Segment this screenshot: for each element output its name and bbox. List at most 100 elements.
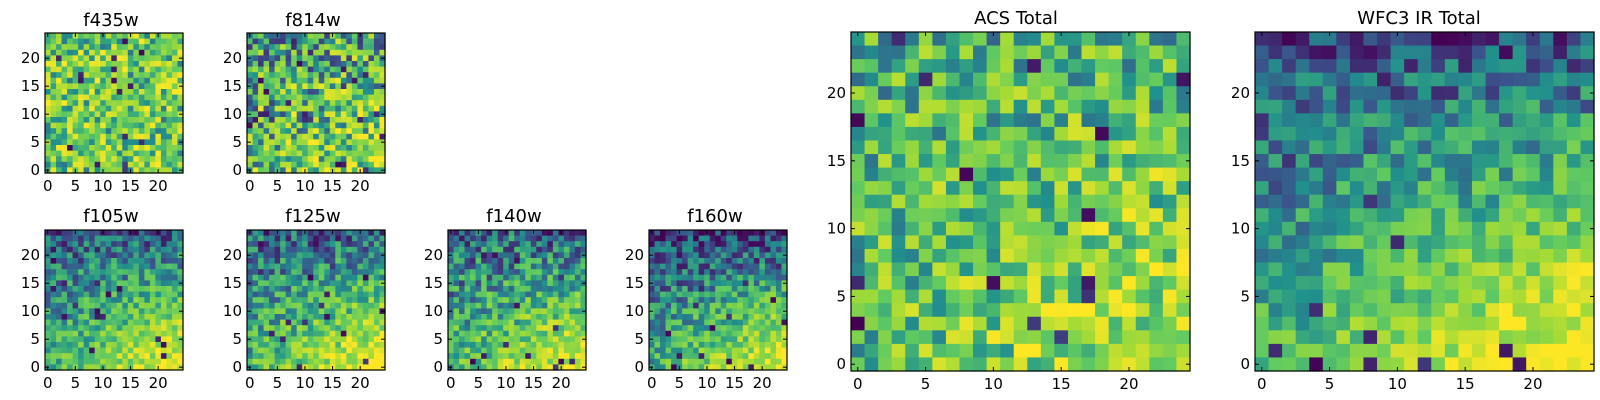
heatmap-cell	[481, 246, 488, 253]
heatmap-cell	[45, 297, 52, 304]
heatmap-cell	[552, 269, 559, 276]
heatmap-cell	[569, 258, 576, 265]
heatmap-cell	[1067, 86, 1083, 101]
heatmap-cell	[160, 347, 168, 354]
heatmap-cell	[1349, 99, 1365, 114]
heatmap-cell	[351, 347, 358, 354]
heatmap-cell	[682, 353, 689, 360]
heatmap-cell	[368, 33, 375, 40]
heatmap-cell	[1377, 140, 1392, 155]
heatmap-cell	[492, 336, 499, 343]
heatmap-cell	[116, 258, 123, 265]
heatmap-cell	[1580, 113, 1595, 128]
heatmap-cell	[448, 263, 455, 270]
heatmap-cell	[149, 358, 156, 365]
heatmap-cell	[368, 100, 375, 107]
heatmap-cell	[346, 347, 353, 354]
heatmap-cell	[285, 230, 292, 237]
heatmap-cell	[329, 246, 336, 253]
heatmap-cell	[563, 325, 571, 332]
heatmap-cell	[1122, 330, 1137, 345]
x-tick-label: 20	[1119, 375, 1138, 393]
heatmap-cell	[492, 258, 499, 265]
heatmap-cell	[1255, 59, 1270, 74]
heatmap-cell	[296, 145, 303, 152]
heatmap-cell	[177, 150, 184, 157]
heatmap-cell	[362, 38, 370, 45]
heatmap-cell	[274, 302, 281, 309]
heatmap-cell	[1580, 154, 1595, 169]
heatmap-cell	[726, 325, 733, 332]
heatmap-cell	[781, 286, 788, 293]
heatmap-cell	[111, 364, 118, 371]
heatmap-cell	[1404, 113, 1419, 128]
heatmap-cell	[905, 316, 920, 331]
heatmap-cell	[346, 325, 353, 332]
heatmap-cell	[149, 274, 156, 281]
heatmap-cell	[357, 347, 364, 354]
heatmap-cell	[335, 55, 342, 62]
heatmap-cell	[1162, 343, 1178, 359]
heatmap-cell	[1000, 262, 1015, 277]
heatmap-cell	[530, 353, 537, 360]
heatmap-cell	[368, 353, 375, 360]
heatmap-cell	[324, 358, 331, 365]
heatmap-cell	[1135, 32, 1150, 47]
heatmap-cell	[541, 358, 548, 365]
heatmap-cell	[111, 246, 118, 253]
heatmap-cell	[720, 342, 727, 349]
heatmap-cell	[313, 235, 320, 242]
heatmap-cell	[61, 347, 68, 354]
heatmap-cell	[687, 308, 694, 315]
heatmap-cell	[770, 330, 777, 337]
heatmap-cell	[1067, 235, 1083, 250]
heatmap-cell	[481, 330, 488, 337]
heatmap-cell	[61, 100, 68, 107]
heatmap-cell	[726, 246, 733, 253]
heatmap-cell	[50, 72, 57, 79]
heatmap-cell	[731, 336, 738, 343]
heatmap-cell	[905, 357, 920, 372]
heatmap-cell	[676, 330, 683, 337]
heatmap-cell	[508, 274, 515, 281]
heatmap-cell	[764, 308, 772, 315]
heatmap-cell	[149, 38, 156, 45]
heatmap-cell	[100, 274, 107, 281]
heatmap-cell	[56, 347, 63, 354]
heatmap-cell	[459, 330, 466, 337]
heatmap-cell	[269, 38, 276, 45]
heatmap-cell	[373, 161, 381, 168]
heatmap-cell	[1377, 32, 1392, 47]
heatmap-cell	[83, 230, 90, 237]
heatmap-cell	[252, 358, 259, 365]
heatmap-cell	[759, 353, 766, 360]
heatmap-cell	[558, 330, 565, 337]
heatmap-cell	[486, 263, 493, 270]
heatmap-cell	[258, 49, 265, 56]
heatmap-cell	[764, 347, 772, 354]
heatmap-cell	[313, 139, 320, 146]
heatmap-cell	[541, 241, 548, 248]
heatmap-cell	[1013, 208, 1028, 223]
heatmap-cell	[580, 241, 587, 248]
heatmap-cell	[453, 325, 460, 332]
heatmap-cell	[1566, 208, 1582, 223]
heatmap-cell	[536, 246, 543, 253]
heatmap-cell	[83, 325, 90, 332]
heatmap-cell	[78, 33, 85, 40]
heatmap-cell	[171, 139, 179, 146]
heatmap-cell	[72, 89, 79, 96]
heatmap-cell	[503, 330, 510, 337]
heatmap-cell	[89, 347, 96, 354]
heatmap-cell	[1336, 59, 1351, 74]
heatmap-cell	[1013, 248, 1028, 264]
heatmap-cell	[464, 347, 471, 354]
heatmap-cell	[497, 286, 504, 293]
heatmap-cell	[720, 258, 727, 265]
heatmap-cell	[122, 77, 129, 84]
heatmap-cell	[127, 156, 134, 163]
heatmap-cell	[1499, 32, 1514, 47]
heatmap-cell	[346, 55, 353, 62]
heatmap-cell	[346, 128, 353, 135]
heatmap-cell	[775, 302, 783, 309]
